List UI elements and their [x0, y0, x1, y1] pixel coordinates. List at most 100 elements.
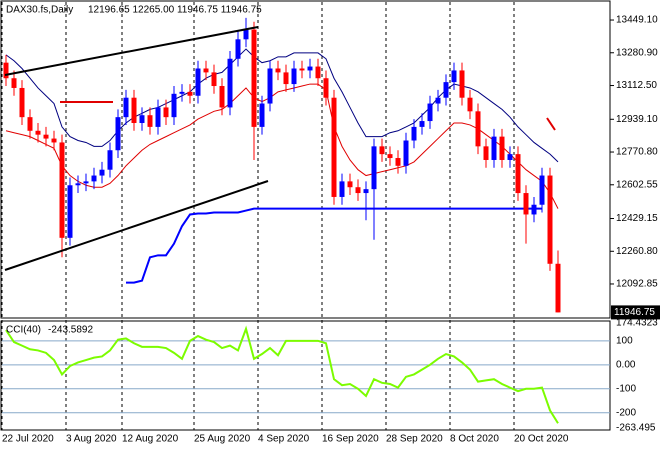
- candle-body: [291, 68, 297, 85]
- x-tick-label: 8 Oct 2020: [450, 434, 499, 445]
- candle-body: [363, 189, 369, 194]
- trend-line: [4, 26, 259, 76]
- candle-body: [411, 126, 417, 141]
- candle-body: [475, 111, 481, 147]
- x-tick-label: 12 Aug 2020: [122, 434, 179, 445]
- y-tick-label: 12260.80: [616, 246, 658, 257]
- trend-line: [4, 180, 269, 271]
- candle-body: [427, 103, 433, 122]
- candle-body: [19, 87, 25, 118]
- candle-body: [467, 97, 473, 112]
- candle-body: [51, 138, 57, 143]
- candle-body: [243, 29, 249, 40]
- candle-body: [179, 91, 185, 94]
- symbol-title: DAX30.fs,Daily: [6, 5, 73, 16]
- y-tick-label: 13280.90: [616, 47, 658, 58]
- candle-body: [43, 134, 49, 139]
- x-tick-label: 4 Sep 2020: [258, 434, 310, 445]
- marker-line: [546, 117, 556, 131]
- overlay-line: [5, 83, 559, 209]
- candle-body: [187, 91, 193, 96]
- candle-body: [347, 181, 353, 188]
- y-tick-label: 13112.50: [616, 80, 657, 91]
- candle-body: [299, 68, 305, 71]
- candle-body: [67, 185, 73, 238]
- candle-body: [11, 78, 17, 88]
- y-tick-label: 12092.85: [616, 279, 658, 290]
- candle-body: [547, 175, 553, 264]
- candle-body: [91, 175, 97, 182]
- y-tick-label: 100: [616, 335, 633, 346]
- y-limit-label: -263.495: [616, 423, 656, 434]
- candle-body: [371, 146, 377, 190]
- candle-body: [523, 193, 529, 215]
- candle-body: [539, 175, 545, 205]
- x-tick-label: 3 Aug 2020: [66, 434, 117, 445]
- y-tick-label: 12939.10: [616, 114, 658, 125]
- candle-body: [115, 117, 121, 151]
- candle-body: [219, 86, 225, 108]
- cci-value: -243.5892: [48, 325, 93, 336]
- y-tick-label: 0.00: [616, 359, 636, 370]
- y-tick-label: 13449.10: [616, 15, 658, 26]
- candle-body: [171, 93, 177, 118]
- y-tick-label: -100: [616, 383, 636, 394]
- candle-body: [323, 78, 329, 98]
- candle-body: [483, 146, 489, 160]
- candle-body: [27, 117, 33, 131]
- current-price: 11946.75: [614, 307, 655, 318]
- candle-body: [339, 181, 345, 197]
- ohlc-label: 12196.65 12265.00 11946.75 11946.75: [88, 5, 262, 16]
- y-limit-label: 174.4323: [616, 318, 658, 329]
- plot-layer: 13449.10 13280.90 13112.50 12939.10 12770.80…: [1, 2, 658, 445]
- candle-body: [515, 154, 521, 194]
- candle-body: [211, 72, 217, 87]
- candle-body: [227, 58, 233, 108]
- candle-body: [259, 103, 265, 127]
- cci-line: [5, 325, 559, 424]
- candle-body: [379, 146, 385, 155]
- candle-body: [283, 72, 289, 85]
- candle-body: [307, 66, 313, 71]
- candle-body: [355, 187, 361, 194]
- candle-body: [499, 136, 505, 160]
- candle-body: [99, 169, 105, 176]
- candle-body: [35, 130, 41, 135]
- y-tick-label: 12602.55: [616, 179, 658, 190]
- x-tick-label: 25 Aug 2020: [194, 434, 251, 445]
- candle-body: [395, 158, 401, 166]
- candle-body: [107, 150, 113, 170]
- candle-body: [251, 29, 257, 127]
- x-tick-label: 28 Sep 2020: [386, 434, 443, 445]
- candle-body: [491, 136, 497, 160]
- candle-body: [235, 39, 241, 59]
- candle-body: [315, 66, 321, 79]
- x-tick-label: 16 Sep 2020: [322, 434, 379, 445]
- x-tick-label: 20 Oct 2020: [514, 434, 569, 445]
- cci-frame: [0, 320, 611, 431]
- candle-body: [419, 121, 425, 127]
- candle-body: [459, 70, 465, 98]
- y-tick-label: -200: [616, 407, 636, 418]
- candle-body: [435, 97, 441, 104]
- y-tick-label: 12770.80: [616, 147, 658, 158]
- candle-body: [507, 154, 513, 160]
- candle-body: [195, 68, 201, 96]
- candle-body: [83, 181, 89, 184]
- overlay-line: [5, 48, 559, 163]
- candle-body: [451, 70, 457, 83]
- candle-body: [203, 68, 209, 73]
- candle-body: [123, 97, 129, 118]
- candle-body: [139, 115, 145, 123]
- candle-body: [75, 183, 81, 186]
- candle-body: [531, 204, 537, 215]
- price-box: [611, 305, 660, 320]
- candle-body: [147, 115, 153, 127]
- candle-body: [275, 68, 281, 73]
- candle-body: [555, 263, 561, 313]
- candle-body: [267, 68, 273, 104]
- overlay-line: [126, 207, 542, 284]
- x-tick-label: 22 Jul 2020: [2, 434, 54, 445]
